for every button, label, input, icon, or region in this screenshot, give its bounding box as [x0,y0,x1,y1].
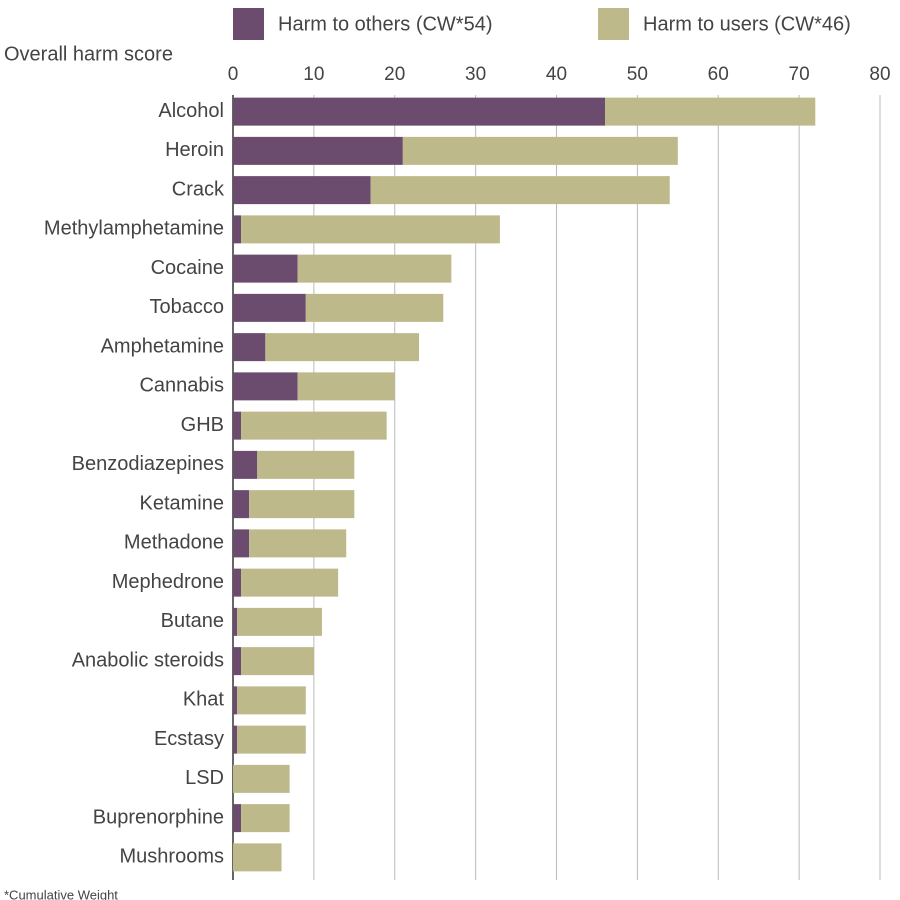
bar-segment [241,804,290,833]
bar-segment [233,647,242,676]
bar-segment [241,568,339,597]
bar-segment [233,725,238,754]
bar-segment [233,568,242,597]
legend-label: Harm to users (CW*46) [643,13,851,35]
bar-segment [370,176,670,205]
bar-segment [233,97,606,126]
y-tick-label: Alcohol [158,100,224,122]
bar-segment [297,372,395,401]
y-tick-label: Cannabis [139,375,224,397]
bar-segment [265,333,420,362]
bar-segment [241,647,314,676]
bar-segment [402,136,678,165]
bar-segment [249,529,347,558]
y-tick-label: Tobacco [150,296,225,318]
x-tick-label: 20 [384,64,405,85]
y-tick-label: Buprenorphine [93,806,224,828]
bar-segment [241,215,500,244]
bar-segment [233,450,258,479]
bar-segment [233,372,298,401]
y-tick-label: Mushrooms [120,846,224,868]
y-tick-label: GHB [181,414,224,436]
legend-swatch [233,8,264,40]
x-tick-label: 10 [303,64,324,85]
y-tick-label: Butane [161,610,224,632]
y-tick-label: Ecstasy [154,728,224,750]
y-tick-label: Heroin [165,139,224,161]
bar-segment [233,529,250,558]
bar-segment [233,254,298,283]
y-tick-label: Methylamphetamine [44,218,224,240]
y-tick-label: Amphetamine [101,335,224,357]
bar-segment [233,607,238,636]
y-tick-label: Methadone [124,532,224,554]
legend-label: Harm to others (CW*54) [278,13,493,35]
y-tick-label: Ketamine [140,492,225,514]
y-tick-label: Cocaine [151,257,224,279]
legend-swatch [598,8,629,40]
bar-segment [233,490,250,519]
bar-segment [233,176,371,205]
bar-segment [241,411,387,440]
axis-title: Overall harm score [4,43,173,65]
x-tick-label: 70 [789,64,810,85]
x-tick-label: 30 [465,64,486,85]
x-tick-label: 50 [627,64,648,85]
x-tick-label: 0 [228,64,239,85]
bar-segment [305,293,444,322]
bar-segment [233,843,282,872]
bar-segment [297,254,452,283]
bar-segment [233,804,242,833]
y-tick-label: Benzodiazepines [72,453,224,475]
bar-segment [605,97,816,126]
y-tick-label: Anabolic steroids [72,649,224,671]
bar-segment [257,450,355,479]
y-tick-label: Khat [183,689,225,711]
bar-segment [233,333,266,362]
bar-segment [249,490,355,519]
bar-segment [233,411,242,440]
bar-segment [233,764,290,793]
bar-segment [233,293,306,322]
y-tick-label: LSD [185,767,224,789]
x-tick-label: 60 [708,64,729,85]
x-tick-label: 80 [869,64,890,85]
bar-segment [233,136,403,165]
y-tick-label: Crack [172,178,225,200]
bar-segment [237,686,306,715]
bar-segment [237,607,322,636]
x-tick-label: 40 [546,64,567,85]
bar-segment [233,215,242,244]
bar-segment [233,686,238,715]
footnote: *Cumulative Weight [4,887,118,900]
bar-segment [237,725,306,754]
y-tick-label: Mephedrone [112,571,224,593]
